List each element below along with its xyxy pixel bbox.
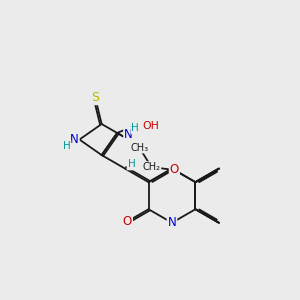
- Text: CH₂: CH₂: [142, 162, 160, 172]
- Text: H: H: [128, 159, 135, 170]
- Text: N: N: [124, 128, 133, 141]
- Text: O: O: [123, 215, 132, 228]
- Text: S: S: [91, 91, 99, 104]
- Text: N: N: [168, 216, 176, 229]
- Text: H: H: [63, 141, 70, 151]
- Text: N: N: [70, 133, 79, 146]
- Text: O: O: [170, 164, 179, 176]
- Text: CH₃: CH₃: [130, 142, 148, 153]
- Text: OH: OH: [142, 121, 159, 131]
- Text: H: H: [131, 123, 139, 133]
